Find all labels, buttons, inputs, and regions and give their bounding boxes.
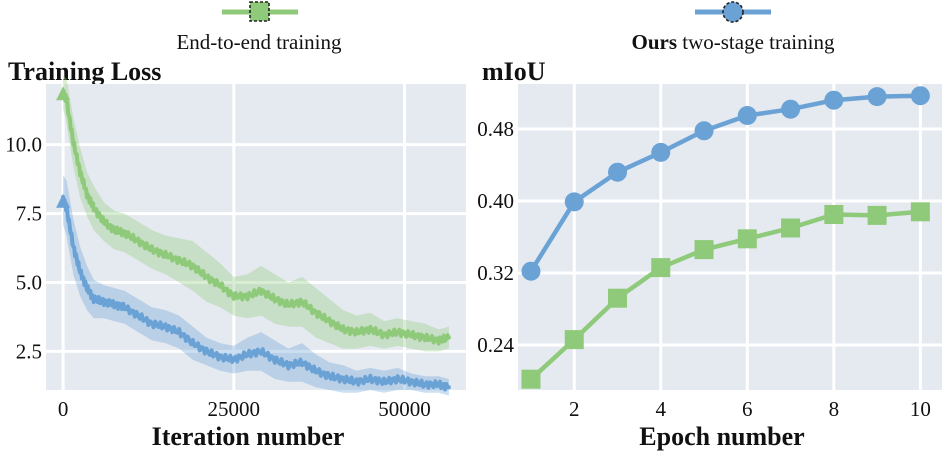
miou-tick-labels: 2 4 6 8 10 0.24 0.32 0.40 0.48 bbox=[477, 117, 931, 421]
legend-label-end-to-end: End-to-end training bbox=[176, 30, 342, 54]
training-loss-x-tick-label: 0 bbox=[58, 397, 69, 421]
miou-y-tick-label: 0.32 bbox=[477, 261, 514, 285]
miou-lines bbox=[521, 86, 930, 389]
miou-point-ours-two-stage-training bbox=[694, 121, 714, 141]
legend-circle-marker-icon bbox=[722, 1, 744, 23]
miou-y-tick-label: 0.40 bbox=[477, 189, 514, 213]
training-loss-x-tick-label: 50000 bbox=[378, 397, 431, 421]
miou-point-ours-two-stage-training bbox=[651, 142, 671, 162]
training-loss-tick-labels: 0 25000 50000 2.5 5.0 7.5 10.0 bbox=[5, 133, 431, 421]
miou-x-tick-label: 2 bbox=[569, 397, 580, 421]
legend-square-marker-icon bbox=[249, 1, 270, 22]
miou-point-end-to-end-training bbox=[824, 205, 844, 224]
miou-line-ours-two-stage-training bbox=[528, 93, 923, 274]
training-loss-start-marker-end-to-end-training bbox=[56, 86, 71, 101]
training-loss-line-end-to-end-training bbox=[61, 88, 451, 346]
legend-item-ours: Ours two-stage training bbox=[632, 1, 835, 54]
training-loss-start-marker-ours-two-stage-training bbox=[56, 193, 71, 208]
legend: End-to-end training Ours two-stage train… bbox=[176, 1, 835, 54]
legend-item-end-to-end: End-to-end training bbox=[176, 1, 342, 54]
training-loss-x-axis-label: Iteration number bbox=[152, 422, 345, 451]
training-loss-lines bbox=[56, 86, 451, 392]
miou-point-end-to-end-training bbox=[867, 205, 887, 225]
miou-x-tick-label: 8 bbox=[829, 397, 840, 421]
training-loss-band-ours-two-stage-training bbox=[63, 175, 449, 396]
training-loss-plot-area bbox=[46, 84, 466, 390]
training-loss-y-tick-label: 2.5 bbox=[16, 339, 42, 363]
miou-x-tick-label: 10 bbox=[910, 397, 931, 421]
training-loss-line-ours-two-stage-training bbox=[61, 195, 451, 392]
training-loss-y-tick-label: 5.0 bbox=[16, 270, 42, 294]
miou-plot-area bbox=[518, 84, 942, 390]
miou-y-tick-label: 0.24 bbox=[477, 333, 514, 357]
miou-y-tick-label: 0.48 bbox=[477, 117, 514, 141]
miou-point-end-to-end-training bbox=[521, 369, 541, 389]
miou-x-tick-label: 4 bbox=[656, 397, 667, 421]
miou-x-axis-label: Epoch number bbox=[639, 422, 804, 451]
miou-title: mIoU bbox=[482, 57, 546, 86]
miou-point-end-to-end-training bbox=[608, 288, 628, 308]
miou-point-ours-two-stage-training bbox=[910, 86, 930, 106]
miou-point-ours-two-stage-training bbox=[781, 99, 801, 119]
miou-point-end-to-end-training bbox=[737, 229, 757, 249]
miou-chart: mIoU 2 4 6 8 10 0.24 0.32 0.40 0.48 Epoch number bbox=[477, 57, 942, 451]
miou-point-end-to-end-training bbox=[564, 330, 584, 350]
training-loss-chart: Training Loss 0 25000 50000 2.5 5.0 7.5 10.0 I… bbox=[5, 57, 466, 451]
legend-label-ours: Ours two-stage training bbox=[632, 30, 835, 54]
miou-x-tick-label: 6 bbox=[742, 397, 753, 421]
training-loss-y-tick-label: 10.0 bbox=[5, 133, 42, 157]
miou-point-ours-two-stage-training bbox=[737, 106, 757, 125]
miou-point-ours-two-stage-training bbox=[824, 90, 844, 110]
miou-point-end-to-end-training bbox=[651, 258, 671, 278]
miou-point-ours-two-stage-training bbox=[564, 192, 584, 212]
miou-point-end-to-end-training bbox=[694, 240, 714, 260]
miou-point-end-to-end-training bbox=[910, 202, 930, 222]
training-loss-x-tick-label: 25000 bbox=[208, 397, 261, 421]
miou-line-end-to-end-training bbox=[528, 209, 923, 382]
miou-point-ours-two-stage-training bbox=[867, 87, 887, 107]
training-loss-y-tick-label: 7.5 bbox=[16, 202, 42, 226]
miou-point-end-to-end-training bbox=[781, 218, 801, 238]
training-loss-title: Training Loss bbox=[8, 57, 161, 86]
miou-point-ours-two-stage-training bbox=[608, 162, 628, 182]
miou-point-ours-two-stage-training bbox=[521, 261, 541, 281]
